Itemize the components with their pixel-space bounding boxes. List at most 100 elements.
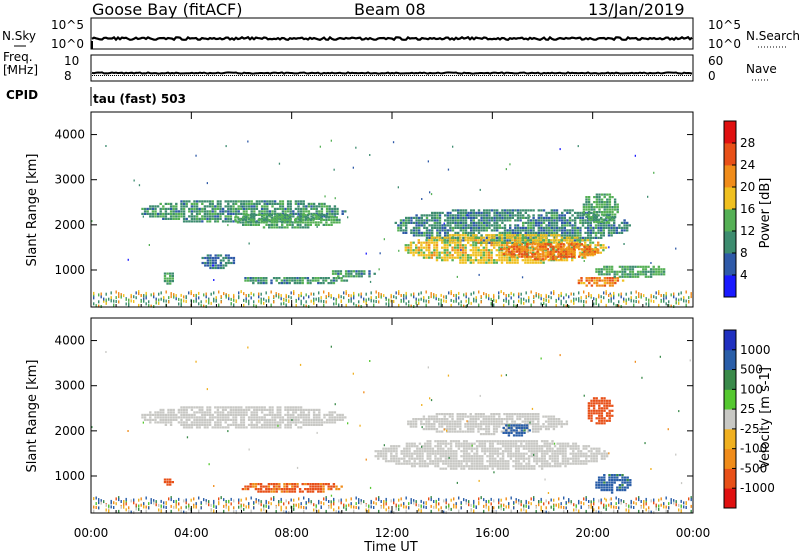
scatter-cell [227, 423, 230, 426]
scatter-cell [262, 277, 265, 280]
scatter-cell [540, 452, 544, 455]
scatter-cell [156, 421, 160, 424]
scatter-cell [447, 460, 450, 463]
ground-scatter-cell [688, 300, 690, 304]
scatter-cell [480, 219, 483, 222]
scatter-cell [232, 200, 235, 203]
scatter-cell [188, 215, 191, 218]
scatter-cell [561, 457, 565, 460]
scatter-cell [478, 455, 481, 458]
scatter-cell [317, 282, 320, 285]
scatter-cell [490, 236, 493, 239]
scatter-cell [493, 241, 496, 244]
scatter-cell [413, 445, 416, 448]
scatter-cell [232, 212, 235, 215]
scatter-cell [344, 275, 348, 278]
scatter-cell [443, 256, 446, 259]
scatter-cell [507, 442, 510, 445]
scatter-cell [417, 246, 420, 249]
scatter-cell [553, 211, 556, 214]
scatter-cell [444, 445, 448, 448]
ground-scatter-cell [175, 294, 177, 298]
ground-scatter-cell [413, 295, 415, 299]
scatter-cell [435, 251, 439, 254]
scatter-cell [211, 202, 214, 205]
scatter-cell [608, 270, 611, 273]
scatter-cell [244, 488, 247, 491]
scatter-cell [333, 212, 337, 215]
scatter-cell [546, 447, 549, 450]
scatter-cell [260, 218, 263, 221]
scatter-cell [462, 216, 465, 219]
scatter-cell [516, 256, 519, 259]
ground-scatter-cell [668, 304, 670, 308]
scatter-cell [217, 254, 220, 257]
scatter-cell [232, 413, 235, 416]
scatter-cell [503, 211, 507, 214]
scatter-cell [462, 239, 465, 242]
ground-scatter-cell [520, 298, 522, 302]
scatter-cell [506, 211, 509, 214]
scatter-cell [141, 416, 144, 419]
scatter-cell [462, 231, 465, 234]
scatter-cell [506, 246, 509, 249]
ground-scatter-cell [115, 290, 117, 294]
scatter-cell [468, 447, 471, 450]
scatter-cell [418, 442, 422, 445]
scatter-cell [462, 221, 465, 224]
scatter-cell [338, 221, 341, 224]
ground-scatter-cell [320, 296, 322, 300]
scatter-cell [222, 264, 225, 267]
scatter-cell [500, 234, 504, 237]
scatter-cell [545, 211, 548, 214]
scatter-cell [244, 213, 247, 216]
scatter-cell [465, 465, 468, 468]
scatter-cell [252, 216, 255, 219]
scatter-cell [322, 488, 325, 491]
scatter-cell [255, 205, 259, 208]
scatter-cell [540, 460, 544, 463]
scatter-cell [201, 256, 204, 260]
scatter-cell [587, 216, 591, 219]
scatter-cell [426, 465, 429, 468]
scatter-cell [441, 211, 444, 214]
scatter-cell [182, 207, 186, 210]
scatter-cell [449, 442, 453, 445]
scatter-cell [582, 462, 585, 465]
ground-scatter-cell [195, 299, 197, 303]
scatter-cell [535, 221, 538, 224]
scatter-cell [537, 209, 540, 212]
scatter-cell [434, 460, 437, 463]
ground-scatter-cell [610, 297, 612, 301]
scatter-cell [544, 258, 547, 261]
scatter-cell [410, 465, 414, 468]
scatter-cell [491, 462, 494, 465]
scatter-cell [311, 279, 315, 282]
scatter-cell [459, 226, 462, 229]
ground-scatter-cell [228, 297, 230, 301]
ground-scatter-cell [373, 299, 375, 303]
ground-scatter-cell [170, 292, 172, 296]
scatter-cell [581, 221, 585, 224]
scatter-cell [574, 445, 578, 448]
scatter-cell [539, 258, 542, 261]
scatter-cell [240, 413, 243, 416]
scatter-cell [412, 420, 415, 423]
scatter-cell [253, 408, 256, 411]
scatter-cell [229, 200, 233, 203]
scatter-cell [301, 226, 305, 229]
ground-scatter-cell [638, 295, 640, 299]
scatter-cell [299, 216, 302, 219]
scatter-cell [455, 445, 458, 448]
scatter-cell [537, 239, 540, 242]
scatter-cell [600, 455, 604, 458]
scatter-cell [415, 226, 418, 229]
scatter-cell [267, 488, 271, 491]
scatter-cell [477, 261, 480, 264]
scatter-cell [260, 418, 264, 421]
scatter-cell [341, 416, 344, 419]
scatter-cell [408, 445, 411, 448]
scatter-cell [587, 201, 591, 204]
scatter-cell [605, 219, 608, 222]
scatter-cell [565, 239, 569, 242]
